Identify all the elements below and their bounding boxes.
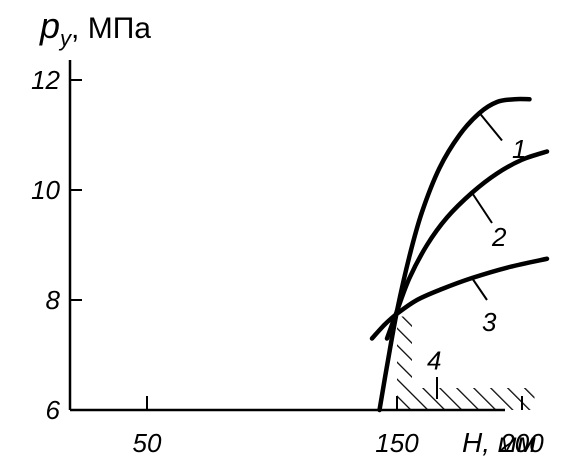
x-tick-label: 50 bbox=[133, 428, 162, 458]
region-4-hatch bbox=[397, 316, 535, 410]
series-1-leader bbox=[478, 112, 503, 142]
y-axis-label-sub: у bbox=[58, 26, 73, 51]
y-axis-label-main: p bbox=[39, 5, 60, 46]
y-tick-label: 10 bbox=[31, 175, 60, 205]
series-2-leader bbox=[471, 192, 493, 224]
x-tick-label: 200 bbox=[499, 428, 544, 458]
series-3-label: 3 bbox=[482, 307, 497, 337]
series-3-leader bbox=[471, 277, 488, 301]
y-tick-label: 6 bbox=[46, 395, 61, 425]
x-axis-label: H, мм bbox=[462, 427, 536, 458]
y-tick-label: 8 bbox=[46, 285, 61, 315]
x-tick-label: 150 bbox=[375, 428, 419, 458]
region-4-label: 4 bbox=[427, 346, 441, 376]
y-axis-label-unit: , МПа bbox=[71, 12, 151, 45]
labels: 1 2 3 4 bbox=[427, 112, 526, 399]
curves bbox=[369, 96, 550, 413]
series-2-line bbox=[384, 149, 550, 341]
y-axis-label: pу, МПа bbox=[39, 5, 151, 51]
series-1-line bbox=[377, 96, 532, 413]
series-2-label: 2 bbox=[491, 222, 507, 252]
region-layer bbox=[397, 316, 535, 410]
series-3-line bbox=[369, 256, 550, 341]
y-tick-label: 12 bbox=[31, 65, 60, 95]
series-1-label: 1 bbox=[512, 134, 526, 164]
